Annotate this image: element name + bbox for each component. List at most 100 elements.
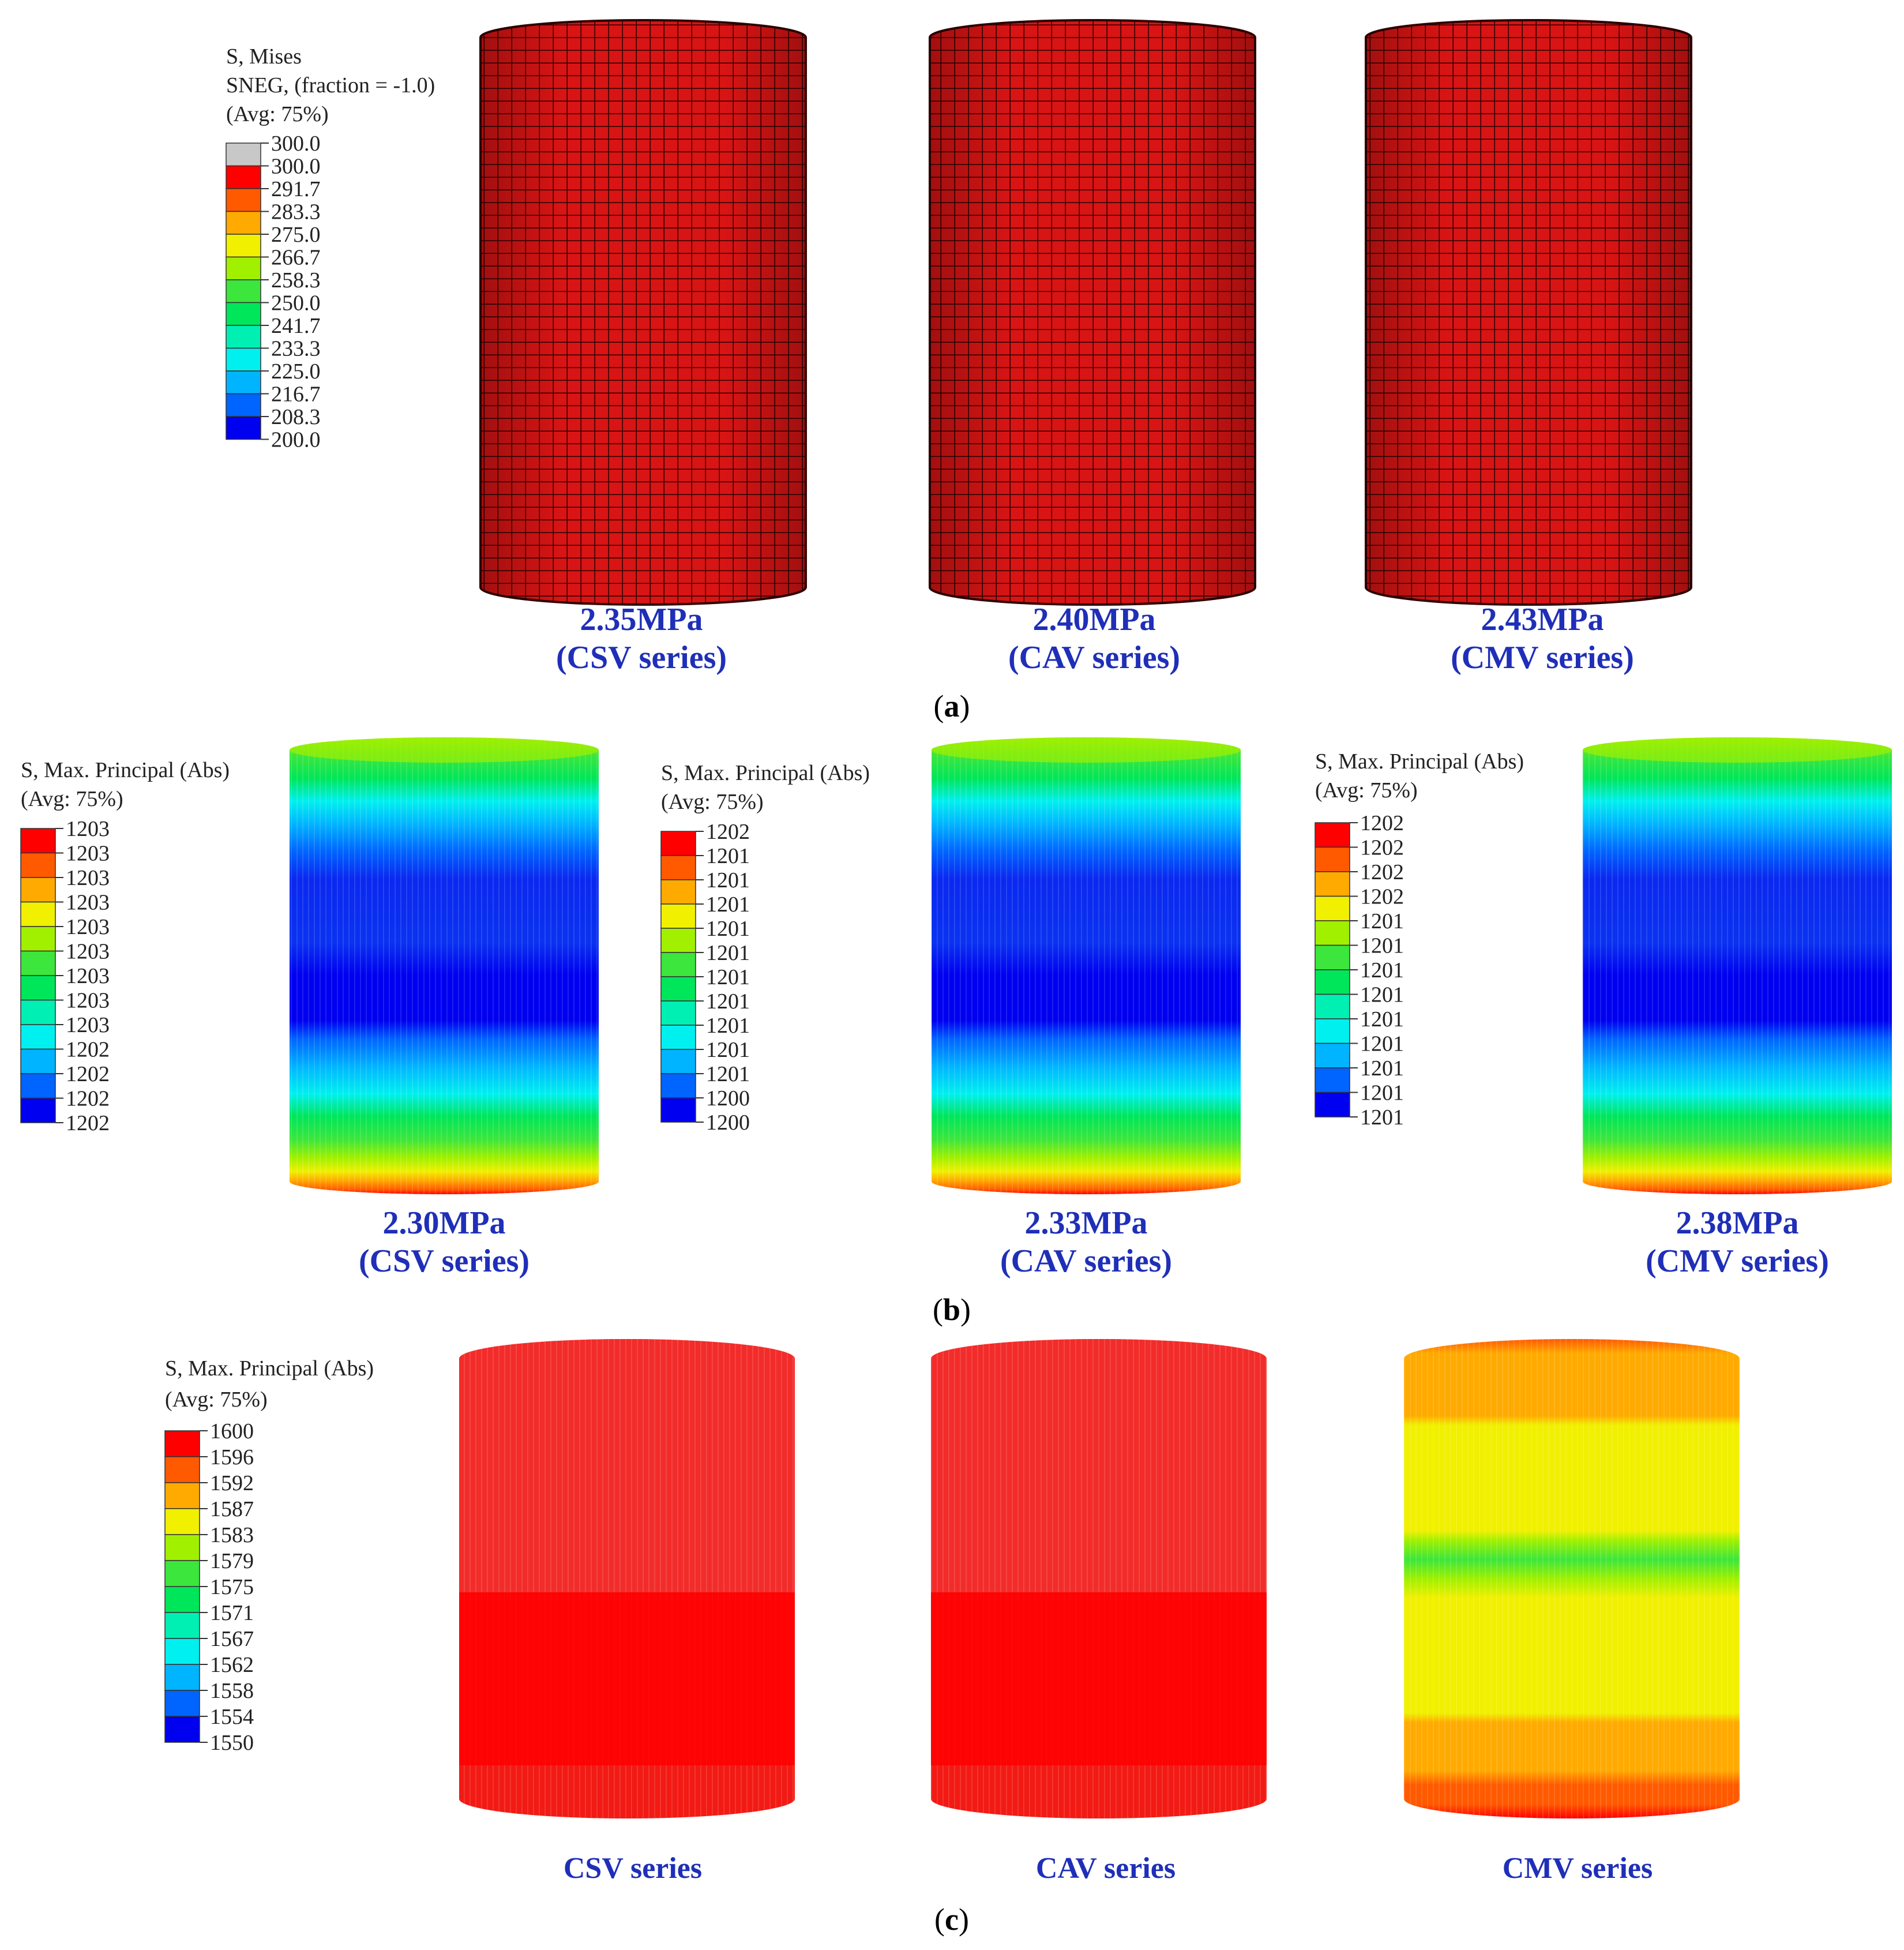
legend-b-csv-swatch bbox=[20, 852, 56, 878]
legend-a-tick-label: 225.0 bbox=[271, 359, 321, 384]
legend-b-cav-swatch bbox=[660, 1025, 696, 1050]
legend-b-csv-tick-label: 1203 bbox=[66, 842, 110, 866]
caption-a-csv-value: 2.35MPa bbox=[580, 602, 703, 638]
caption-c-csv: CSV series bbox=[564, 1852, 702, 1885]
legend-a-tick-label: 233.3 bbox=[271, 337, 321, 361]
legend-b-cav-swatch bbox=[660, 1000, 696, 1026]
legend-c-tick-label: 1562 bbox=[210, 1653, 254, 1677]
legend-b-cmv-tick-label: 1201 bbox=[1360, 958, 1404, 982]
legend-b-cav-color-bar bbox=[660, 831, 696, 1123]
legend-b-cav-swatch bbox=[660, 1097, 696, 1123]
legend-a-swatch bbox=[226, 279, 261, 303]
legend-b-cmv-swatch bbox=[1315, 895, 1350, 921]
legend-c-swatch bbox=[164, 1612, 200, 1639]
legend-c-color-bar bbox=[164, 1430, 200, 1743]
caption-b-cav-series: (CAV series) bbox=[1000, 1243, 1172, 1279]
legend-c-tick-label: 1592 bbox=[210, 1471, 254, 1495]
panel-label-b: (b) bbox=[933, 1292, 971, 1327]
legend-b-cmv-color-bar bbox=[1315, 822, 1350, 1118]
caption-c-cav: CAV series bbox=[1036, 1852, 1176, 1885]
legend-b-cmv-tick-label: 1202 bbox=[1360, 885, 1404, 909]
legend-c-tick-label: 1571 bbox=[210, 1601, 254, 1625]
legend-b-cmv: S, Max. Principal (Abs) (Avg: 75%) 1202 1… bbox=[1315, 749, 1524, 1130]
legend-a-tick-label: 275.0 bbox=[271, 223, 321, 247]
legend-b-csv-swatch bbox=[20, 1048, 56, 1074]
legend-b-csv-tick-label: 1203 bbox=[66, 915, 110, 939]
legend-b-cav-title-line-1: S, Max. Principal (Abs) bbox=[661, 761, 870, 785]
legend-a-title-line-1: S, Mises bbox=[226, 44, 302, 69]
legend-a-color-bar bbox=[226, 142, 261, 440]
legend-b-csv: S, Max. Principal (Abs) (Avg: 75%) 12031… bbox=[20, 758, 230, 1135]
legend-c-swatch bbox=[164, 1482, 200, 1509]
caption-a-cav-series: (CAV series) bbox=[1008, 640, 1180, 676]
legend-b-csv-swatch bbox=[20, 1024, 56, 1050]
legend-b-cmv-swatch bbox=[1315, 993, 1350, 1019]
legend-b-cav-tick-label: 1201 bbox=[706, 892, 750, 917]
caption-b-cmv-value: 2.38MPa bbox=[1676, 1205, 1798, 1241]
caption-a-cmv-value: 2.43MPa bbox=[1481, 602, 1603, 638]
legend-b-cav-swatch bbox=[660, 1049, 696, 1074]
legend-c: S, Max. Principal (Abs) (Avg: 75%) 16001… bbox=[164, 1356, 374, 1755]
caption-a-cmv-series: (CMV series) bbox=[1451, 640, 1634, 676]
legend-b-cmv-title-line-1: S, Max. Principal (Abs) bbox=[1315, 749, 1524, 774]
legend-a-swatch bbox=[226, 211, 261, 235]
legend-a-swatch bbox=[226, 393, 261, 417]
legend-b-csv-tick-label: 1203 bbox=[66, 866, 110, 890]
legend-c-tick-label: 1587 bbox=[210, 1497, 254, 1521]
legend-c-swatch bbox=[164, 1664, 200, 1691]
legend-b-cav-swatch bbox=[660, 855, 696, 880]
legend-b-cmv-swatch bbox=[1315, 969, 1350, 995]
legend-a-tick-label: 208.3 bbox=[271, 405, 321, 429]
panel-label-c: (c) bbox=[934, 1902, 969, 1937]
legend-b-csv-tick-label: 1202 bbox=[66, 1062, 110, 1086]
legend-b-cav-tick-label: 1200 bbox=[706, 1111, 750, 1135]
legend-b-cav-tick-label: 1201 bbox=[706, 917, 750, 941]
legend-b-cmv-swatch bbox=[1315, 1092, 1350, 1118]
legend-a-tick-labels: 300.0300.0291.7283.3275.0266.7258.3250.0… bbox=[261, 132, 321, 452]
legend-a-tick-label: 266.7 bbox=[271, 246, 321, 270]
legend-c-title-line-1: S, Max. Principal (Abs) bbox=[165, 1356, 374, 1381]
legend-b-csv-tick-label: 1203 bbox=[66, 1013, 110, 1037]
legend-a-swatch bbox=[226, 188, 261, 212]
legend-b-cav-tick-label: 1201 bbox=[706, 1038, 750, 1062]
legend-a-swatch bbox=[226, 234, 261, 258]
legend-c-title-line-2: (Avg: 75%) bbox=[165, 1387, 268, 1412]
legend-b-cmv-swatch bbox=[1315, 1067, 1350, 1093]
legend-b-cmv-tick-label: 1201 bbox=[1360, 1056, 1404, 1081]
cylinder-a-cav bbox=[929, 19, 1256, 606]
panel-b: S, Max. Principal (Abs) (Avg: 75%) 12031… bbox=[20, 737, 1892, 1327]
legend-b-csv-tick-label: 1202 bbox=[66, 1087, 110, 1111]
legend-b-cav-tick-label: 1201 bbox=[706, 1062, 750, 1086]
legend-c-tick-label: 1596 bbox=[210, 1445, 254, 1469]
legend-c-swatch bbox=[164, 1638, 200, 1665]
legend-a-title-line-3: (Avg: 75%) bbox=[226, 102, 329, 126]
cylinder-b-cav bbox=[932, 737, 1241, 1194]
legend-b-cmv-tick-labels: 1202120212021202120112011201120112011201… bbox=[1350, 811, 1404, 1130]
legend-b-cmv-title-line-2: (Avg: 75%) bbox=[1315, 778, 1418, 802]
legend-b-cav-tick-label: 1200 bbox=[706, 1086, 750, 1111]
legend-b-cav-tick-labels: 1202120112011201120112011201120112011201… bbox=[696, 820, 750, 1135]
legend-a-tick-label: 216.7 bbox=[271, 382, 321, 407]
legend-b-cmv-swatch bbox=[1315, 822, 1350, 848]
legend-c-tick-label: 1579 bbox=[210, 1549, 254, 1573]
caption-a-csv-series: (CSV series) bbox=[556, 640, 727, 676]
legend-b-cmv-swatch bbox=[1315, 920, 1350, 946]
legend-b-csv-swatch bbox=[20, 828, 56, 854]
legend-b-cmv-tick-label: 1201 bbox=[1360, 1105, 1404, 1130]
caption-b-csv-value: 2.30MPa bbox=[382, 1205, 505, 1241]
cylinder-b-cmv bbox=[1583, 737, 1892, 1194]
legend-a-tick-label: 241.7 bbox=[271, 314, 321, 338]
legend-b-csv-tick-label: 1203 bbox=[66, 940, 110, 964]
panel-a: S, Mises SNEG, (fraction = -1.0) (Avg: 7… bbox=[226, 19, 1692, 723]
panel-c: S, Max. Principal (Abs) (Avg: 75%) 16001… bbox=[164, 1339, 1740, 1937]
legend-b-cmv-swatch bbox=[1315, 1042, 1350, 1068]
legend-c-swatch bbox=[164, 1534, 200, 1561]
legend-c-swatch bbox=[164, 1560, 200, 1587]
legend-c-swatch bbox=[164, 1690, 200, 1717]
legend-a-tick-label: 258.3 bbox=[271, 268, 321, 292]
legend-c-swatch bbox=[164, 1586, 200, 1613]
legend-b-csv-tick-label: 1202 bbox=[66, 1111, 110, 1135]
cylinder-b-csv bbox=[290, 737, 599, 1194]
legend-b-csv-tick-label: 1203 bbox=[66, 989, 110, 1013]
legend-c-tick-labels: 1600159615921587158315791575157115671562… bbox=[200, 1419, 254, 1755]
